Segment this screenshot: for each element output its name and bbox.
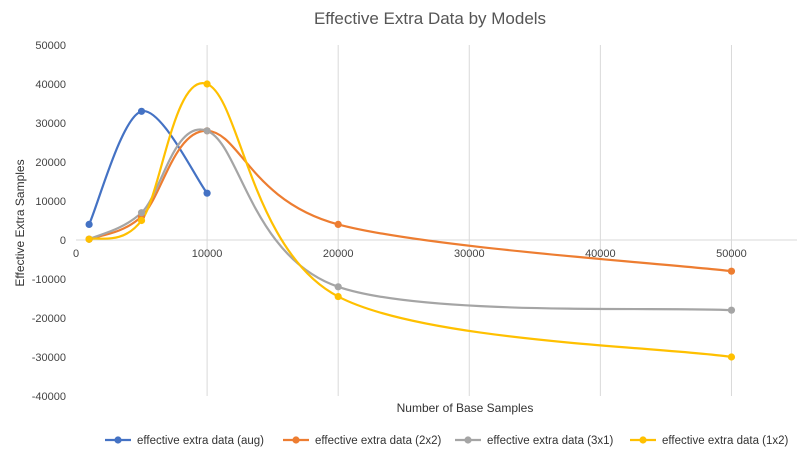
legend-swatch-marker	[639, 436, 647, 444]
legend-item-3[interactable]: effective extra data (1x2)	[630, 435, 789, 447]
legend-label: effective extra data (3x1)	[487, 435, 614, 447]
data-point-s2-p1	[137, 209, 146, 217]
y-tick-label: 30000	[35, 118, 66, 130]
data-point-s3-p2	[203, 80, 211, 88]
y-tick-label: 20000	[35, 157, 66, 169]
data-point-s2-p4	[727, 306, 736, 314]
series-line-1	[88, 129, 732, 273]
x-tick-label: 30000	[454, 248, 485, 260]
data-point-s0-p0	[85, 220, 93, 228]
y-axis-label: Effective Extra Samples	[13, 159, 27, 286]
y-tick-label: 0	[60, 235, 66, 247]
grid-lines	[76, 45, 797, 396]
legend-label: effective extra data (2x2)	[315, 435, 442, 447]
data-point-s3-p3	[334, 292, 342, 301]
y-tick-label: 10000	[35, 196, 66, 208]
legend-label: effective extra data (aug)	[137, 435, 264, 447]
x-axis-label: Number of Base Samples	[397, 401, 534, 415]
data-point-s1-p4	[727, 267, 736, 275]
legend-label: effective extra data (1x2)	[662, 435, 789, 447]
series-line-3	[88, 82, 732, 359]
x-tick-label: 50000	[716, 248, 747, 260]
data-point-s3-p4	[727, 353, 736, 361]
y-tick-label: -20000	[32, 313, 66, 325]
x-tick-label: 10000	[192, 248, 223, 260]
y-tick-label: 50000	[35, 40, 66, 52]
series-lines	[88, 82, 732, 359]
x-tick-label: 20000	[323, 248, 354, 260]
legend-item-1[interactable]: effective extra data (2x2)	[283, 435, 442, 447]
chart-title: Effective Extra Data by Models	[314, 9, 546, 28]
data-point-s2-p2	[203, 127, 211, 135]
y-tick-label: -40000	[32, 391, 66, 403]
x-tick-labels: 0 10000 20000 30000 40000 50000	[73, 248, 747, 260]
y-tick-label: 40000	[35, 79, 66, 91]
data-points	[85, 80, 736, 361]
legend-swatch-marker	[114, 436, 122, 444]
y-tick-label: -30000	[32, 352, 66, 364]
legend-swatch-marker	[292, 436, 300, 444]
x-tick-label: 40000	[585, 248, 616, 260]
legend-swatch-marker	[464, 436, 472, 444]
x-tick-label: 0	[73, 248, 79, 260]
data-point-s0-p1	[137, 107, 146, 115]
legend: effective extra data (aug) effective extr…	[105, 435, 789, 447]
y-tick-label: -10000	[32, 274, 66, 286]
y-tick-labels: -40000 -30000 -20000 -10000 0 10000 20000 30000…	[32, 40, 66, 403]
legend-item-2[interactable]: effective extra data (3x1)	[455, 435, 614, 447]
legend-item-0[interactable]: effective extra data (aug)	[105, 435, 264, 447]
data-point-s1-p3	[334, 220, 342, 228]
data-point-s3-p1	[137, 216, 146, 225]
data-point-s2-p3	[334, 283, 342, 291]
data-point-s3-p0	[85, 235, 93, 243]
data-point-s0-p2	[203, 189, 211, 197]
